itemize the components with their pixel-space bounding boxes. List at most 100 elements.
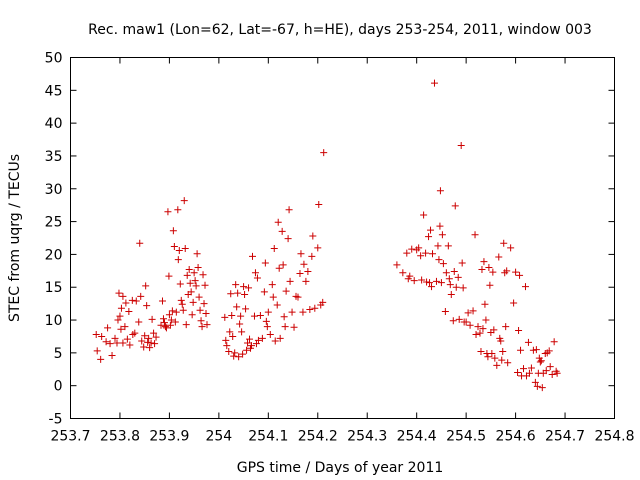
data-point bbox=[553, 369, 561, 377]
data-point bbox=[297, 250, 305, 258]
data-point bbox=[264, 308, 272, 316]
data-point bbox=[499, 348, 507, 356]
data-point bbox=[165, 311, 173, 319]
data-point bbox=[98, 332, 106, 340]
x-tick-label: 254.4 bbox=[397, 429, 437, 445]
data-point bbox=[285, 206, 293, 214]
data-point bbox=[122, 299, 130, 307]
data-point bbox=[486, 281, 494, 289]
data-point bbox=[537, 357, 545, 365]
data-point bbox=[290, 323, 298, 331]
data-point bbox=[422, 249, 430, 257]
data-point bbox=[548, 371, 556, 379]
data-point bbox=[167, 316, 175, 324]
data-point bbox=[225, 348, 233, 356]
data-point bbox=[504, 359, 512, 367]
data-point bbox=[111, 334, 119, 342]
data-point bbox=[319, 298, 327, 306]
data-point bbox=[532, 346, 540, 354]
data-point bbox=[420, 211, 428, 219]
data-point bbox=[170, 243, 178, 251]
data-point bbox=[427, 226, 435, 234]
data-point bbox=[288, 308, 296, 316]
data-point bbox=[92, 330, 100, 338]
data-point bbox=[281, 323, 289, 331]
data-point bbox=[457, 141, 465, 149]
y-tick-label: 10 bbox=[45, 313, 63, 329]
data-point bbox=[429, 250, 437, 258]
data-point bbox=[115, 289, 123, 297]
data-point bbox=[449, 317, 457, 325]
data-point bbox=[195, 293, 203, 301]
data-point bbox=[125, 308, 133, 316]
data-point bbox=[158, 297, 166, 305]
data-point bbox=[231, 349, 239, 357]
data-point bbox=[232, 281, 240, 289]
data-point bbox=[521, 283, 529, 291]
data-point bbox=[228, 311, 236, 319]
data-point bbox=[542, 367, 550, 375]
data-point bbox=[393, 261, 401, 269]
data-point bbox=[131, 329, 139, 337]
data-point bbox=[488, 350, 496, 358]
data-point bbox=[175, 246, 183, 254]
data-point bbox=[174, 206, 182, 214]
data-point bbox=[399, 269, 407, 277]
data-point bbox=[314, 244, 322, 252]
data-point bbox=[406, 272, 414, 280]
data-point bbox=[251, 269, 259, 277]
data-point bbox=[151, 340, 159, 348]
data-point bbox=[428, 283, 436, 291]
data-point bbox=[517, 346, 525, 354]
data-point bbox=[462, 318, 470, 326]
data-point bbox=[202, 309, 210, 317]
data-point bbox=[531, 378, 539, 386]
data-point bbox=[186, 279, 194, 287]
y-tick-label: 50 bbox=[45, 51, 63, 67]
data-point bbox=[266, 330, 274, 338]
data-point bbox=[485, 264, 493, 272]
data-point bbox=[436, 187, 444, 195]
data-point bbox=[144, 338, 152, 346]
data-point bbox=[237, 312, 245, 320]
data-point bbox=[451, 202, 459, 210]
data-point bbox=[230, 352, 238, 360]
data-point bbox=[262, 317, 270, 325]
y-tick-label: 15 bbox=[45, 280, 63, 296]
data-point bbox=[190, 269, 198, 277]
data-point bbox=[268, 281, 276, 289]
data-point bbox=[263, 323, 271, 331]
data-point bbox=[445, 275, 453, 283]
data-point bbox=[489, 268, 497, 276]
data-point bbox=[241, 290, 249, 298]
data-point bbox=[119, 339, 127, 347]
data-point bbox=[240, 283, 248, 291]
data-point bbox=[250, 312, 258, 320]
data-point bbox=[309, 232, 317, 240]
data-point bbox=[311, 304, 319, 312]
data-point bbox=[137, 292, 145, 300]
x-tick-label: 254.7 bbox=[545, 429, 585, 445]
data-point bbox=[426, 279, 434, 287]
data-point bbox=[187, 288, 195, 296]
data-points bbox=[92, 79, 561, 392]
data-point bbox=[159, 315, 167, 323]
data-point bbox=[123, 335, 131, 343]
data-point bbox=[179, 306, 187, 314]
data-point bbox=[276, 334, 284, 342]
data-point bbox=[143, 302, 151, 310]
data-point bbox=[106, 340, 114, 348]
data-point bbox=[193, 250, 201, 258]
data-point bbox=[201, 281, 209, 289]
data-point bbox=[438, 231, 446, 239]
data-point bbox=[119, 292, 127, 300]
data-point bbox=[503, 267, 511, 275]
data-point bbox=[478, 266, 486, 274]
data-point bbox=[464, 309, 472, 317]
data-point bbox=[117, 325, 125, 333]
data-point bbox=[516, 271, 524, 279]
data-point bbox=[223, 342, 231, 350]
data-point bbox=[171, 318, 179, 326]
data-point bbox=[304, 267, 312, 275]
chart-title: Rec. maw1 (Lon=62, Lat=-67, h=HE), days … bbox=[88, 22, 592, 38]
